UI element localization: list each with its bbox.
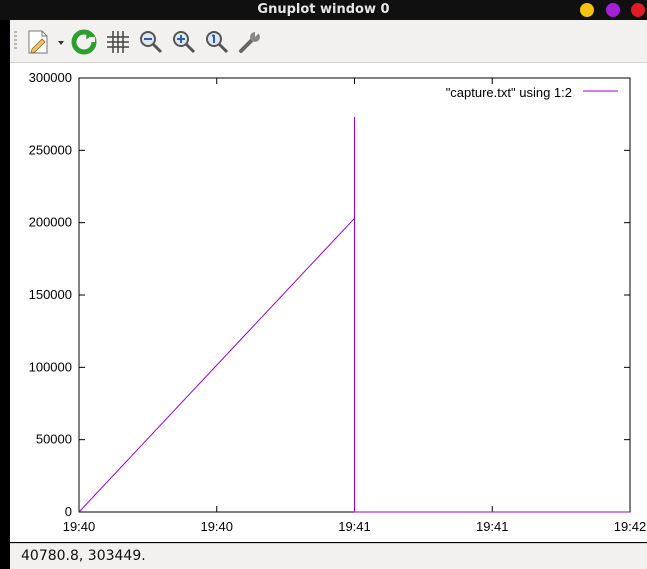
y-tick-label: 50000 [36, 432, 72, 447]
legend-label: "capture.txt" using 1:2 [446, 85, 572, 100]
x-tick-label: 19:42 [614, 519, 647, 534]
y-tick-label: 0 [65, 504, 72, 519]
zoom-next-icon [173, 31, 196, 54]
toolbar [10, 20, 647, 63]
zoom-autoscale-button[interactable] [203, 28, 231, 56]
zoom-next-button[interactable] [170, 28, 198, 56]
tick-labels: 0 50000 100000 150000 200000 250000 300000 19:4… [29, 70, 647, 534]
grid-icon [107, 31, 129, 53]
replot-icon [71, 29, 97, 55]
x-tick-label: 19:41 [338, 519, 371, 534]
y-tick-label: 250000 [29, 142, 72, 157]
x-tick-label: 19:40 [63, 519, 96, 534]
grid-button[interactable] [104, 28, 132, 56]
options-icon [239, 32, 260, 53]
plot-canvas[interactable]: 0 50000 100000 150000 200000 250000 300000 19:4… [10, 63, 647, 542]
options-button[interactable] [236, 28, 264, 56]
replot-button[interactable] [70, 28, 98, 56]
maximize-button[interactable] [606, 3, 620, 17]
minimize-button[interactable] [580, 3, 594, 17]
zoom-previous-button[interactable] [137, 28, 165, 56]
y-tick-label: 150000 [29, 287, 72, 302]
line-chart: 0 50000 100000 150000 200000 250000 300000 19:4… [29, 70, 647, 534]
y-tick-label: 100000 [29, 359, 72, 374]
close-button[interactable] [631, 3, 645, 17]
x-tick-label: 19:40 [200, 519, 233, 534]
toolbar-grip[interactable] [14, 31, 17, 51]
series-lines [78, 117, 630, 513]
title-bar[interactable]: Gnuplot window 0 [0, 0, 647, 20]
status-bar: 40780.8, 303449. [10, 543, 647, 569]
export-icon [28, 30, 64, 54]
cursor-coordinates: 40780.8, 303449. [21, 548, 146, 564]
series-line [78, 117, 630, 513]
y-tick-label: 200000 [29, 215, 72, 230]
x-tick-label: 19:41 [476, 519, 509, 534]
zoom-previous-icon [140, 31, 163, 54]
export-button[interactable] [24, 28, 68, 56]
zoom-autoscale-icon [206, 31, 229, 54]
window-title: Gnuplot window 0 [257, 2, 390, 17]
y-tick-label: 300000 [29, 70, 72, 85]
legend: "capture.txt" using 1:2 [446, 85, 618, 100]
